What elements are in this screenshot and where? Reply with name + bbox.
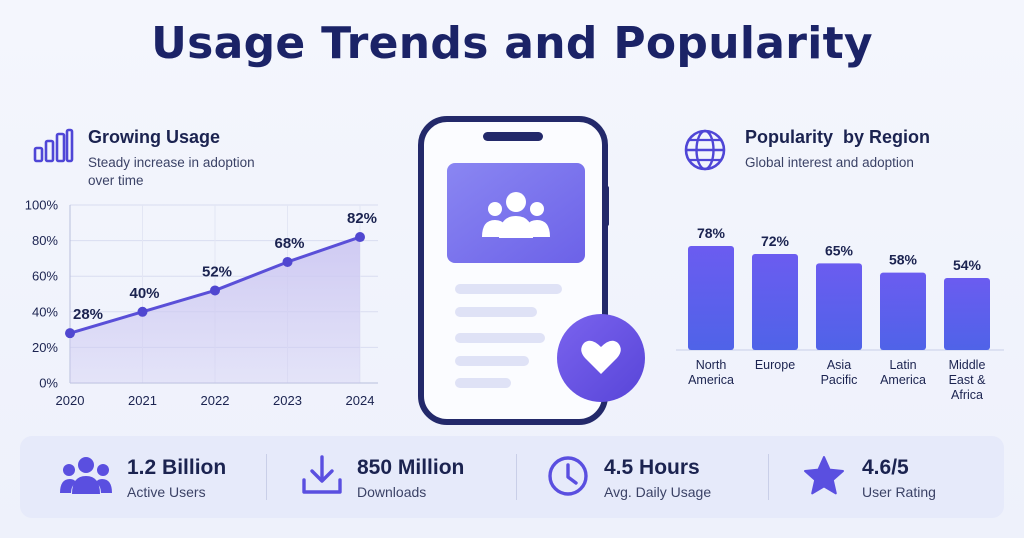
- x-tick-label: 2021: [128, 393, 157, 408]
- stats-bar: 1.2 Billion Active Users 850 Million Dow…: [20, 436, 1004, 518]
- category-label: Latin America: [880, 358, 926, 387]
- divider: [768, 454, 769, 500]
- bar: [944, 278, 990, 350]
- y-tick-label: 20%: [32, 340, 58, 355]
- growing-usage-subtitle-line1: Steady increase in adoption: [88, 155, 255, 170]
- category-label: Europe: [755, 358, 795, 372]
- data-point: [137, 306, 148, 317]
- heart-icon: [581, 340, 621, 374]
- stat-label: Avg. Daily Usage: [604, 484, 712, 500]
- y-tick-label: 0%: [39, 376, 58, 391]
- stat-label: User Rating: [862, 484, 936, 500]
- x-tick-label: 2022: [201, 393, 230, 408]
- data-point: [282, 256, 293, 267]
- series-area: [70, 237, 360, 383]
- usage-area-chart: 0% 20% 40% 60% 80% 100% 28% 2020 40% 2021 52% 2022 6…: [25, 198, 378, 408]
- bar: [816, 263, 862, 350]
- popularity-title: Popularity by Region: [745, 127, 931, 147]
- data-label: 65%: [825, 242, 854, 258]
- category-label-line: America: [688, 373, 734, 387]
- stat-value: 4.5 Hours: [604, 456, 700, 479]
- bar: [688, 246, 734, 350]
- data-label: 78%: [697, 225, 726, 241]
- y-tick-label: 80%: [32, 233, 58, 248]
- category-label-line: Asia: [827, 358, 851, 372]
- phone-illustration: [418, 116, 645, 428]
- growing-usage-subtitle: Steady increase in adoption over time: [88, 154, 328, 190]
- bar-chart-icon: [33, 128, 75, 169]
- x-tick-label: 2020: [56, 393, 85, 408]
- bar: [880, 272, 926, 350]
- users-icon: [482, 192, 550, 238]
- divider: [516, 454, 517, 500]
- data-label: 28%: [73, 306, 103, 323]
- category-label-line: America: [880, 373, 926, 387]
- page-title: Usage Trends and Popularity: [151, 18, 873, 69]
- globe-icon: [683, 128, 727, 177]
- data-label: 40%: [129, 285, 159, 302]
- download-icon: [300, 454, 344, 503]
- bar: [752, 254, 798, 350]
- y-tick-label: 100%: [25, 198, 59, 213]
- y-tick-label: 60%: [32, 269, 58, 284]
- growing-usage-header: Growing Usage Steady increase in adoptio…: [88, 127, 328, 190]
- data-label: 82%: [347, 210, 377, 227]
- data-label: 54%: [953, 257, 982, 273]
- stat-downloads: 850 Million Downloads: [300, 436, 520, 518]
- data-point: [210, 285, 220, 296]
- data-label: 68%: [274, 235, 304, 252]
- category-label-line: North: [696, 358, 727, 372]
- growing-usage-title: Growing Usage: [88, 127, 221, 147]
- popularity-subtitle: Global interest and adoption: [745, 155, 914, 170]
- y-tick-label: 40%: [32, 304, 58, 319]
- data-point: [355, 232, 365, 243]
- category-label-line: Middle: [949, 358, 986, 372]
- category-label-line: Pacific: [821, 373, 858, 387]
- x-tick-label: 2024: [346, 393, 375, 408]
- category-label-line: East &: [949, 373, 986, 387]
- stat-value: 850 Million: [357, 456, 465, 479]
- stat-label: Active Users: [127, 484, 206, 500]
- category-label: North America: [688, 358, 734, 387]
- stat-value: 1.2 Billion: [127, 456, 227, 479]
- growing-usage-subtitle-line2: over time: [88, 173, 144, 188]
- divider: [266, 454, 267, 500]
- popularity-header: Popularity by Region Global interest and…: [745, 127, 1005, 172]
- stat-label: Downloads: [357, 484, 427, 500]
- category-label: Middle East & Africa: [949, 358, 986, 402]
- users-icon: [60, 456, 112, 501]
- stat-user-rating: 4.6/5 User Rating: [802, 436, 1002, 518]
- data-point: [65, 328, 75, 339]
- data-label: 52%: [202, 263, 232, 280]
- star-icon: [802, 454, 846, 503]
- stat-value: 4.6/5: [862, 456, 909, 479]
- category-label-line: Africa: [951, 388, 983, 402]
- clock-icon: [546, 454, 590, 503]
- category-label-line: Latin: [889, 358, 916, 372]
- data-label: 72%: [761, 233, 790, 249]
- x-tick-label: 2023: [273, 393, 302, 408]
- category-label: Asia Pacific: [821, 358, 858, 387]
- category-label-line: Europe: [755, 358, 795, 372]
- stat-daily-usage: 4.5 Hours Avg. Daily Usage: [546, 436, 766, 518]
- data-label: 58%: [889, 252, 918, 268]
- stat-active-users: 1.2 Billion Active Users: [60, 436, 280, 518]
